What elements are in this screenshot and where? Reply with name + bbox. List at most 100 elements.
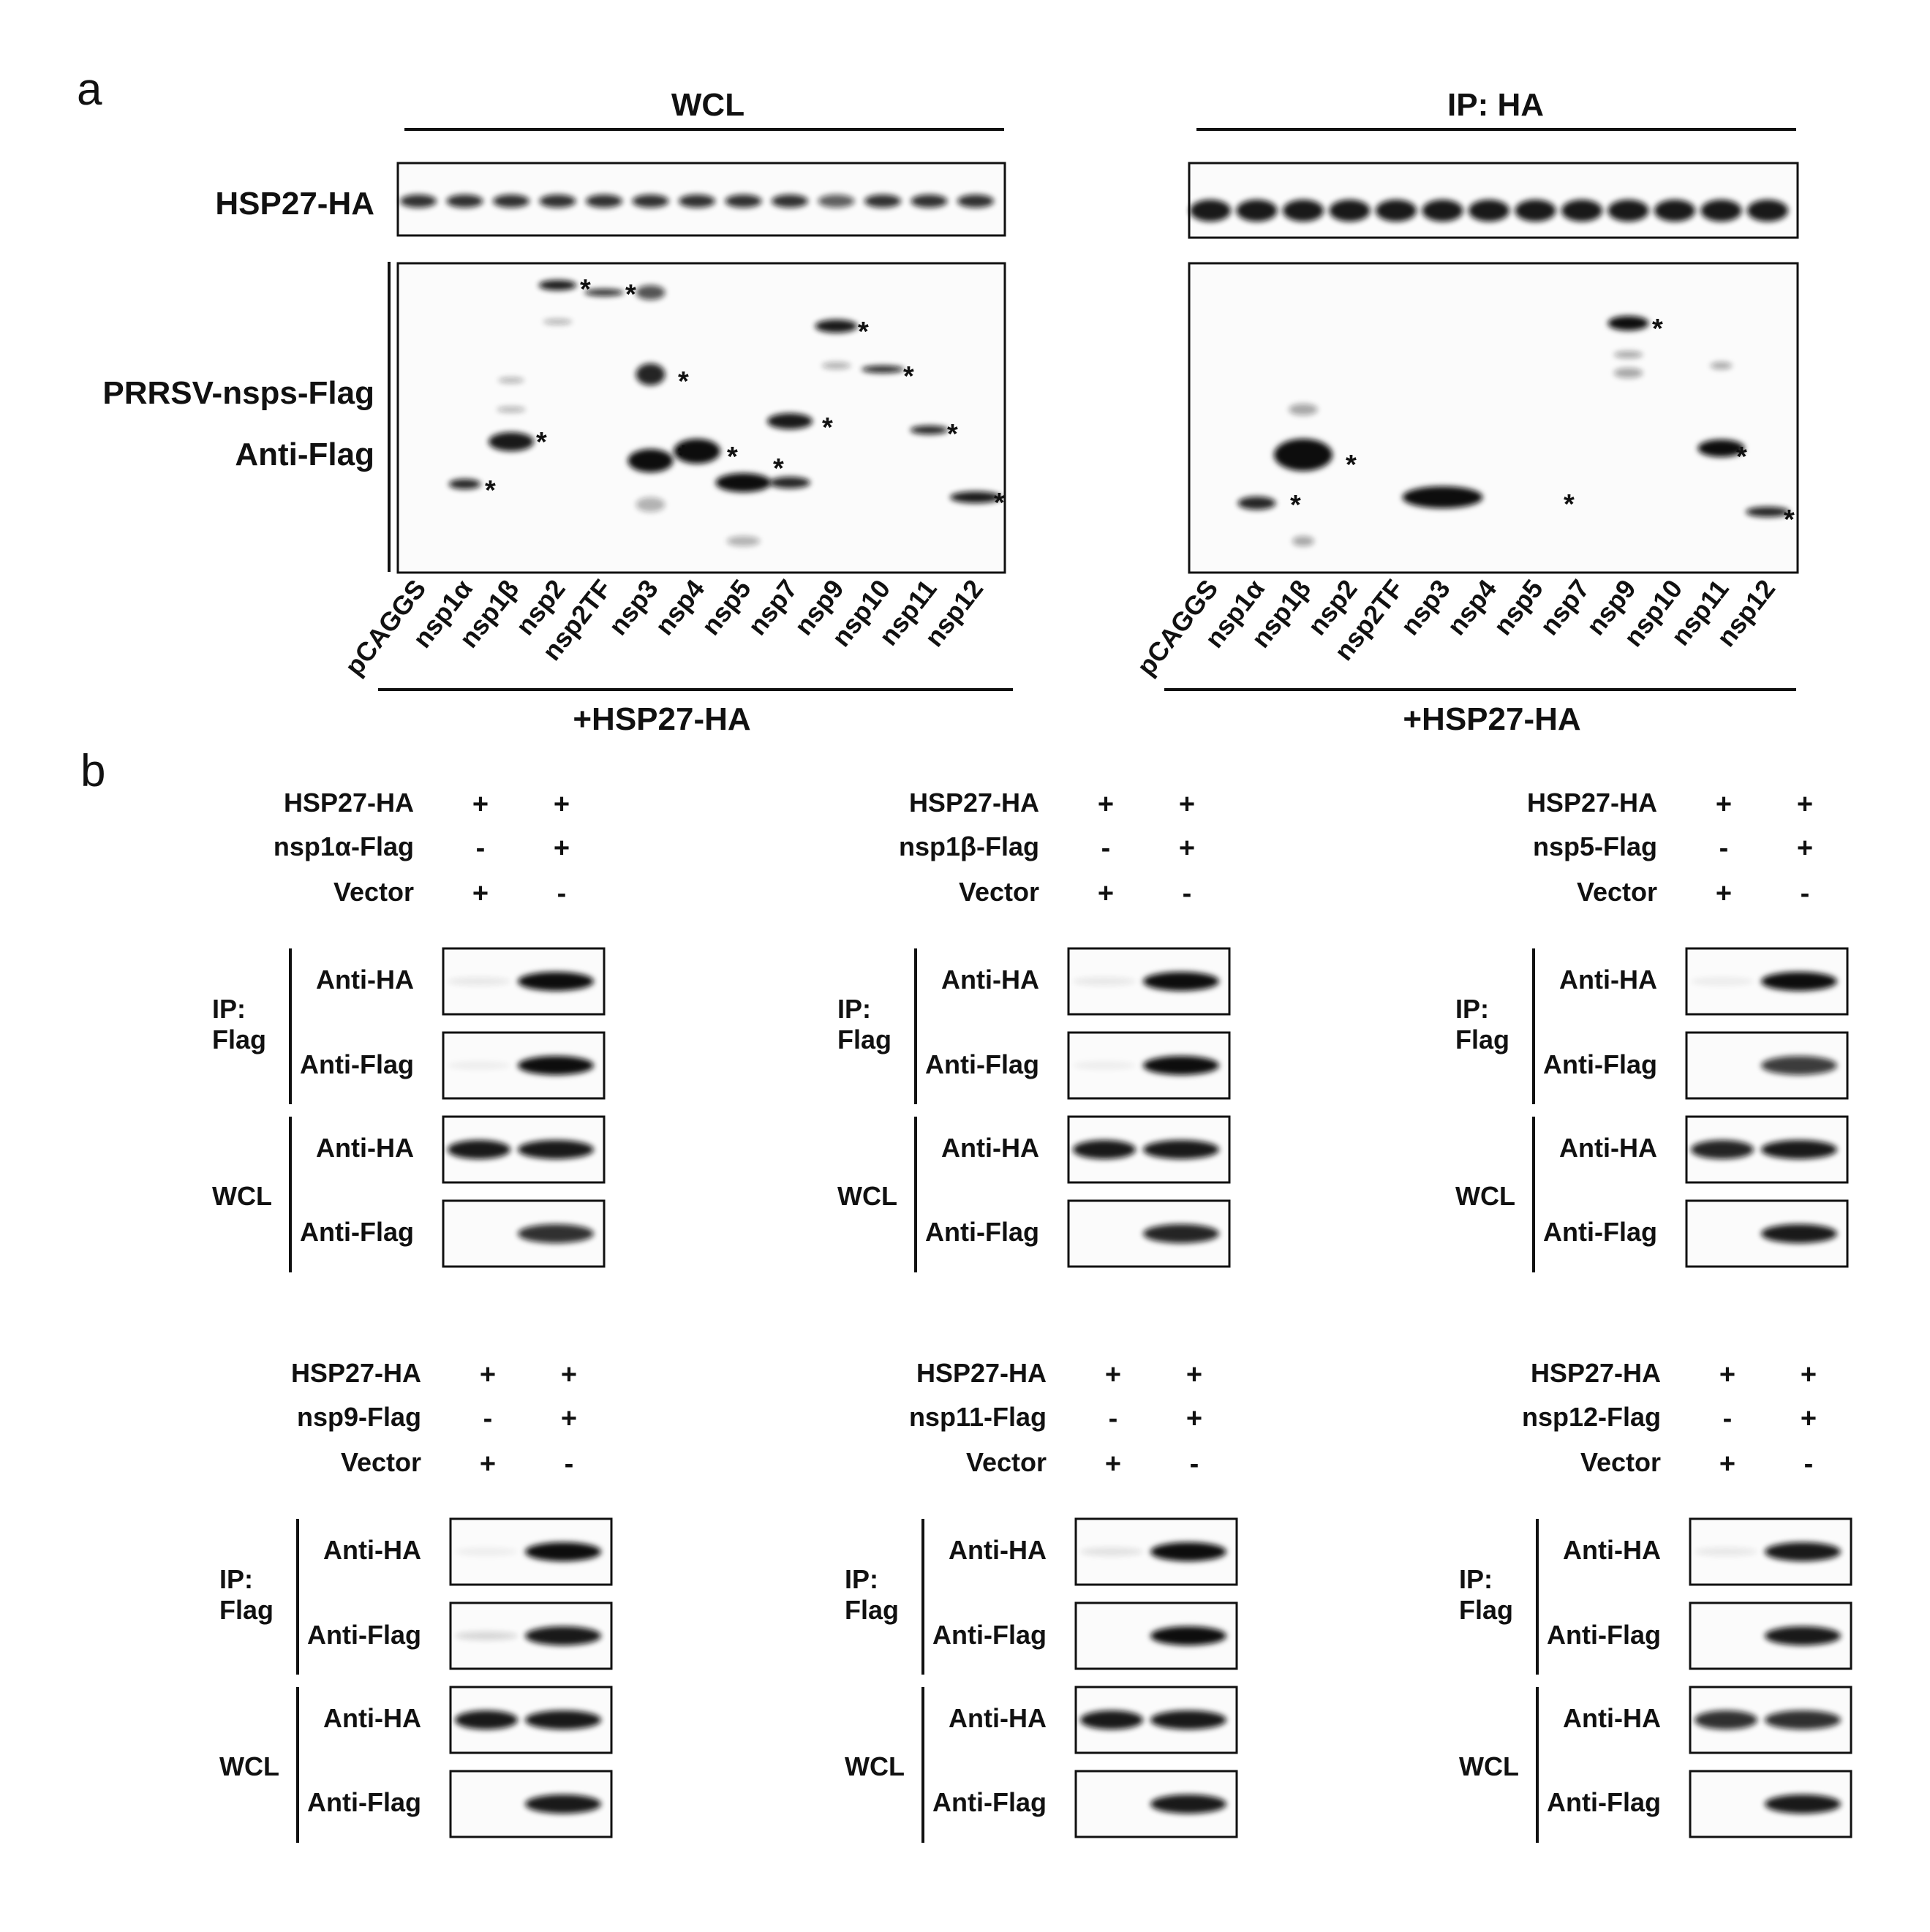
- coip-blot-1: HSP27-HA nsp1α-Flag Vector + + - + + - IP:Flag WCL…: [212, 788, 606, 1272]
- ip-hsp27-band: [1561, 200, 1602, 222]
- blot-band: [1143, 1140, 1219, 1159]
- ip-hsp27-band: [1654, 200, 1695, 222]
- blot-band: [455, 1631, 518, 1640]
- sign: +: [561, 1403, 577, 1434]
- wcl-flag-band: [715, 473, 772, 492]
- blot-band: [455, 1710, 518, 1729]
- wcl-star-marker: *: [994, 488, 1005, 518]
- blot-band: [525, 1542, 601, 1561]
- wcl-flag-faint-band: [726, 536, 761, 546]
- wcl-flag-band: [862, 366, 904, 373]
- sign: +: [561, 1359, 577, 1390]
- wcl-flag-band: [769, 477, 810, 488]
- construct-label: nsp1β-Flag: [899, 831, 1039, 861]
- wcl-lane-label: nsp7: [742, 574, 803, 641]
- wcl-bottom-label: +HSP27-HA: [573, 701, 750, 737]
- wcl-flag-box: [396, 262, 1006, 574]
- prrsv-nsps-flag-label: PRRSV-nsps-Flag: [102, 375, 374, 411]
- antibody-label: Anti-Flag: [925, 1217, 1039, 1247]
- antibody-label: Anti-Flag: [1543, 1049, 1657, 1079]
- ip-ha-title: IP: HA: [1447, 87, 1544, 123]
- ip-flag-label: Flag: [1459, 1595, 1513, 1625]
- antibody-label: Anti-Flag: [307, 1787, 421, 1817]
- vector-label: Vector: [1580, 1447, 1661, 1477]
- panel-a: a WCL IP: HA HSP27-HA PRRSV-nsps-Flag An…: [77, 64, 1799, 737]
- blot-band: [1761, 1056, 1837, 1075]
- panel-b-letter: b: [80, 746, 105, 796]
- ip-star-marker: *: [1784, 505, 1795, 535]
- wcl-flag-faint-band: [497, 407, 526, 412]
- wcl-label: WCL: [1459, 1751, 1519, 1781]
- vector-label: Vector: [341, 1447, 421, 1477]
- wcl-flag-band: [627, 449, 674, 472]
- sign: +: [1105, 1449, 1121, 1479]
- anti-flag-row-label: Anti-Flag: [235, 437, 374, 472]
- wcl-flag-band: [910, 426, 949, 434]
- blot-band: [1150, 1710, 1226, 1729]
- ip-hsp27-band: [1236, 200, 1278, 222]
- sign: +: [1098, 878, 1114, 909]
- ip-flag-faint-band: [1613, 368, 1643, 378]
- wcl-label: WCL: [219, 1751, 279, 1781]
- sign: -: [1804, 1449, 1814, 1479]
- blot-band: [455, 1547, 518, 1556]
- ip-flag-blot: * * * * * *: [1188, 262, 1799, 574]
- wcl-flag-band: [538, 280, 577, 290]
- ip-label: IP:: [212, 994, 246, 1024]
- blot-band: [1143, 972, 1219, 991]
- wcl-star-marker: *: [947, 419, 958, 450]
- sign: +: [1797, 789, 1813, 820]
- ip-star-marker: *: [1564, 489, 1575, 520]
- antibody-label: Anti-HA: [1559, 1133, 1657, 1163]
- blot-band: [518, 972, 594, 991]
- wcl-hsp27-band: [957, 195, 994, 208]
- ip-lane-label: nsp5: [1488, 574, 1549, 641]
- blot-band: [1691, 977, 1754, 986]
- wcl-label: WCL: [845, 1751, 905, 1781]
- ip-flag-band: [1746, 507, 1790, 517]
- wcl-hsp27-band: [679, 195, 715, 208]
- wcl-hsp27-band: [586, 195, 622, 208]
- coip-blot-2: HSP27-HA nsp1β-Flag Vector + + - + + - IP:Flag WCL…: [837, 788, 1231, 1272]
- sign: +: [1186, 1359, 1202, 1390]
- antibody-label: Anti-HA: [1559, 965, 1657, 995]
- coip-blot-6: HSP27-HA nsp12-Flag Vector + + - + + - IP:Flag WCL…: [1459, 1358, 1852, 1843]
- sign: -: [1723, 1403, 1733, 1434]
- sign: +: [472, 789, 489, 820]
- wcl-flag-band: [950, 491, 1001, 503]
- ip-hsp27-band: [1607, 200, 1649, 222]
- wcl-hsp27-band: [725, 195, 762, 208]
- wcl-hsp27-band: [818, 195, 855, 208]
- vector-label: Vector: [966, 1447, 1047, 1477]
- ip-lane-labels: pCAGGSnsp1αnsp1βnsp2nsp2TFnsp3nsp4nsp5ns…: [1131, 574, 1781, 682]
- ip-star-marker: *: [1290, 490, 1301, 521]
- wcl-star-marker: *: [727, 442, 738, 472]
- blot-band: [1073, 977, 1136, 986]
- wcl-flag-faint-band: [498, 377, 524, 383]
- sign: +: [1716, 878, 1732, 909]
- wcl-label: WCL: [212, 1181, 272, 1211]
- ip-hsp27-band: [1700, 200, 1742, 222]
- wcl-label: WCL: [837, 1181, 897, 1211]
- hsp27-ha-label: HSP27-HA: [1527, 788, 1657, 818]
- panel-a-letter: a: [77, 64, 102, 115]
- ip-flag-box: [1188, 262, 1799, 574]
- ip-label: IP:: [845, 1564, 878, 1594]
- sign: +: [480, 1359, 496, 1390]
- wcl-flag-blot: *************: [396, 262, 1006, 574]
- antibody-label: Anti-Flag: [300, 1049, 414, 1079]
- ip-hsp27-blot: [1188, 162, 1799, 239]
- wcl-title: WCL: [671, 87, 745, 123]
- antibody-label: Anti-HA: [316, 965, 414, 995]
- ip-flag-faint-band: [1710, 362, 1733, 369]
- sign: -: [476, 833, 486, 864]
- wcl-lane-label: nsp4: [649, 574, 710, 641]
- hsp27-ha-label: HSP27-HA: [909, 788, 1039, 818]
- sign: +: [1719, 1359, 1735, 1390]
- ip-flag-label: Flag: [219, 1595, 274, 1625]
- wcl-hsp27-band: [400, 195, 437, 208]
- wcl-lane-label: nsp5: [696, 574, 757, 641]
- sign: +: [554, 789, 570, 820]
- ip-flag-band: [1402, 486, 1483, 508]
